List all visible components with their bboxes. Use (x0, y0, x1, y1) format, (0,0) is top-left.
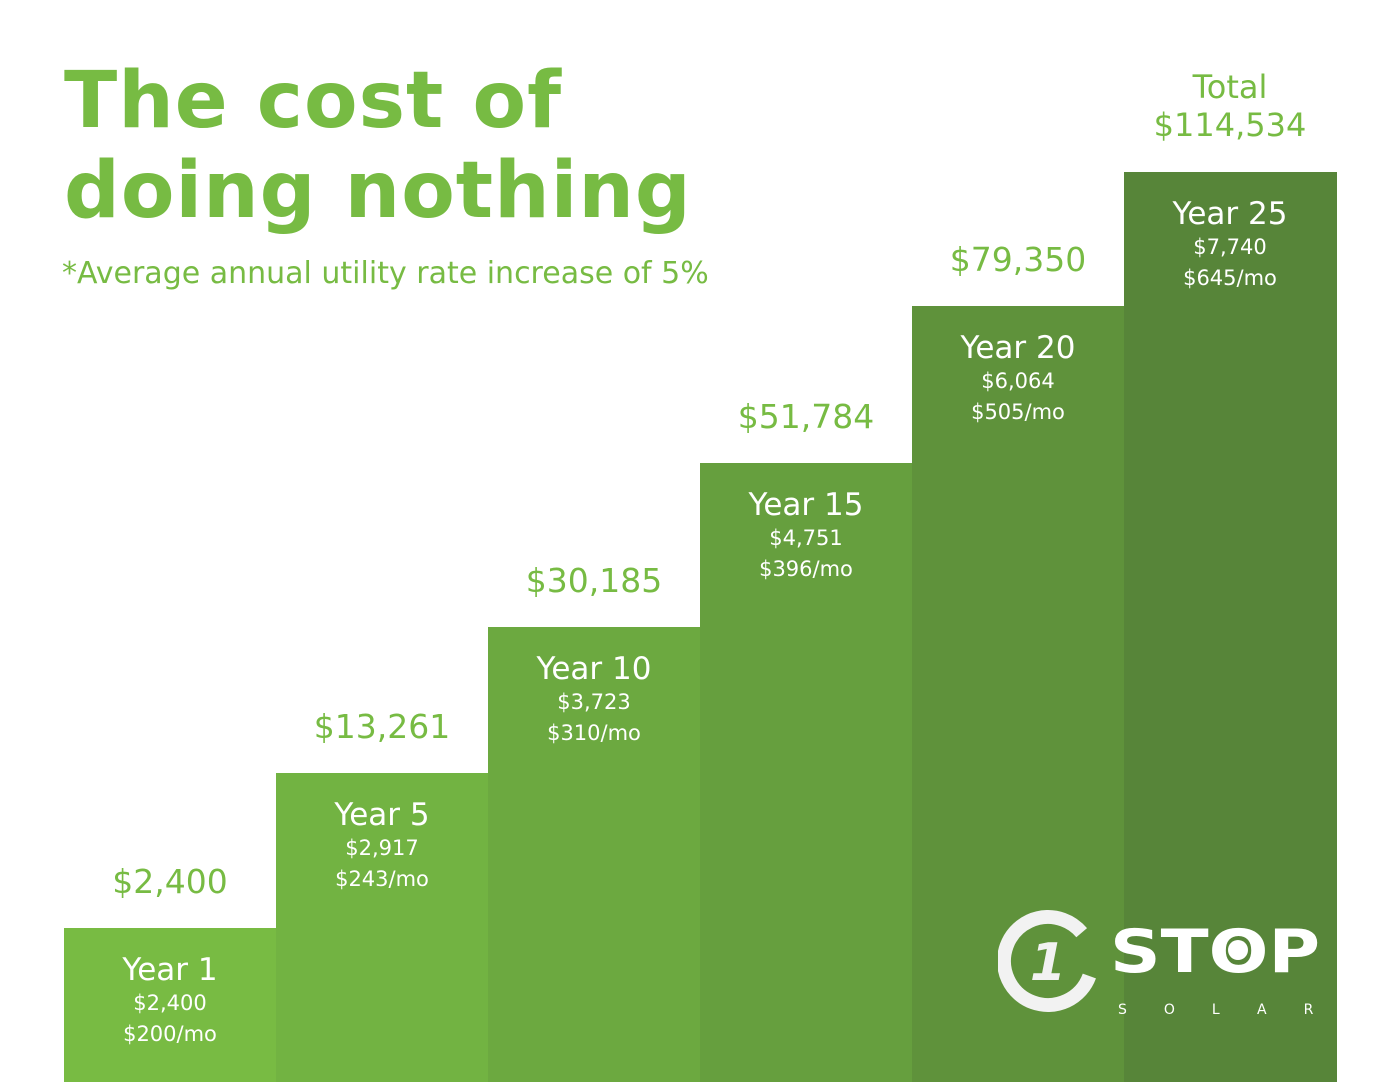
bar-text: Year 25 $7,740 $645/mo (1124, 196, 1336, 294)
total-value: $114,534 (1153, 106, 1307, 144)
monthly-cost-label: $243/mo (335, 867, 429, 891)
bar-text: Year 1 $2,400 $200/mo (64, 952, 276, 1050)
bar-year-5 (276, 773, 489, 1082)
one-stop-solar-logo: 1 STOP SOLAR (998, 910, 1328, 1018)
year-label: Year 1 (122, 952, 218, 988)
monthly-cost-label: $645/mo (1183, 266, 1277, 290)
bar-year-10 (488, 627, 701, 1082)
year-label: Year 15 (748, 487, 864, 523)
year-label: Year 25 (1172, 196, 1288, 232)
annual-cost-label: $4,751 (769, 526, 843, 550)
cumulative-label: $2,400 (112, 862, 228, 901)
year-label: Year 10 (536, 651, 652, 687)
logo-ring-icon (998, 910, 1099, 1012)
logo-main-text: STOP (1110, 917, 1320, 987)
cumulative-label: $30,185 (525, 561, 663, 600)
annual-cost-label: $2,917 (345, 836, 419, 860)
cumulative-label: $13,261 (313, 707, 451, 746)
annual-cost-label: $2,400 (133, 991, 207, 1015)
monthly-cost-label: $200/mo (123, 1022, 217, 1046)
year-label: Year 5 (334, 797, 430, 833)
bar-year-1 (64, 928, 277, 1082)
chart-subtitle: *Average annual utility rate increase of… (62, 256, 709, 291)
monthly-cost-label: $310/mo (547, 721, 641, 745)
year-label: Year 20 (960, 330, 1076, 366)
cumulative-label: $79,350 (949, 240, 1087, 279)
bar-text: Year 10 $3,723 $310/mo (488, 651, 700, 749)
cumulative-label: $51,784 (737, 397, 875, 436)
annual-cost-label: $3,723 (557, 690, 631, 714)
bar-year-20 (912, 306, 1125, 1082)
total-label: Total $114,534 (1124, 68, 1336, 144)
logo-numeral: 1 (1030, 933, 1066, 993)
annual-cost-label: $7,740 (1193, 235, 1267, 259)
annual-cost-label: $6,064 (981, 369, 1055, 393)
bar-text: Year 5 $2,917 $243/mo (276, 797, 488, 895)
bar-year-15 (700, 463, 913, 1082)
bar-text: Year 20 $6,064 $505/mo (912, 330, 1124, 428)
sun-icon (1228, 940, 1248, 960)
bar-year-25 (1124, 172, 1337, 1082)
monthly-cost-label: $396/mo (759, 557, 853, 581)
bar-text: Year 15 $4,751 $396/mo (700, 487, 912, 585)
chart-title: The cost of doing nothing (64, 56, 692, 236)
logo-sub-text: SOLAR (1118, 1002, 1328, 1018)
total-heading: Total (1192, 68, 1268, 106)
monthly-cost-label: $505/mo (971, 400, 1065, 424)
